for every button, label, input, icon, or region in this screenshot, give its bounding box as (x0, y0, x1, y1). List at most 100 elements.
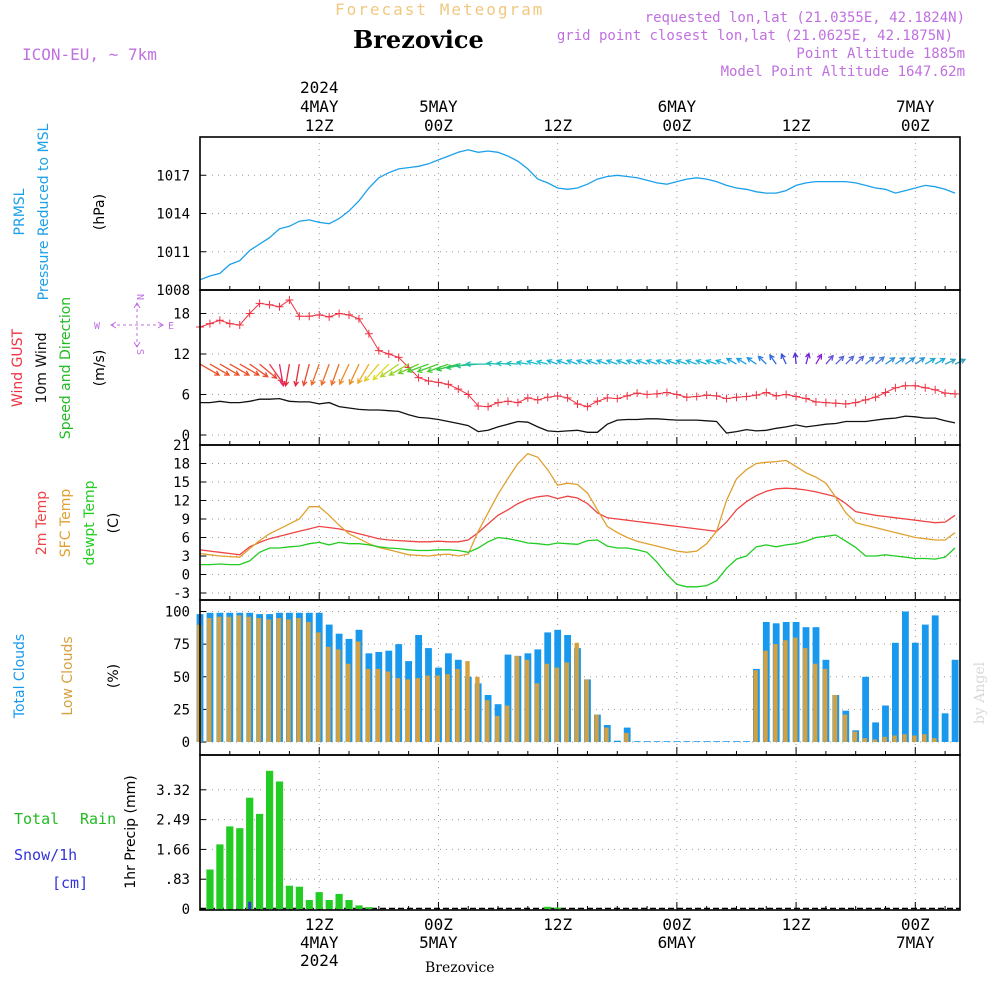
top-axis-label: 4MAY (300, 97, 339, 116)
top-axis-label: 12Z (543, 116, 572, 135)
gust-marker (484, 402, 493, 411)
total-cloud-bar (653, 741, 661, 742)
gust-marker (762, 388, 771, 397)
wind-direction-arrow (357, 363, 370, 385)
top-axis-label: 12Z (305, 116, 334, 135)
low-cloud-bar (425, 675, 430, 742)
low-cloud-bar (505, 705, 510, 742)
y-tick-label: 0 (182, 735, 190, 751)
total-cloud-bar (673, 741, 681, 742)
gust-marker (245, 309, 254, 318)
gust-marker (454, 385, 463, 394)
low-cloud-bar (892, 735, 897, 742)
total-cloud-bar (921, 624, 929, 742)
wind-direction-arrow (301, 363, 310, 387)
low-cloud-bar (435, 675, 440, 742)
wind-unit: (m/s) (92, 350, 108, 387)
top-axis-label: 00Z (901, 116, 930, 135)
gust-marker (672, 390, 681, 399)
gust-marker (275, 302, 284, 311)
low-cloud-bar (822, 668, 828, 742)
wind-direction-arrow (714, 358, 727, 365)
total-cloud-bar (733, 741, 740, 742)
wind-direction-arrow (515, 359, 528, 366)
rain-label: Rain (80, 810, 116, 828)
total-cloud-bar (931, 615, 939, 742)
wind-direction-arrow (495, 360, 509, 367)
gust-marker (901, 381, 910, 390)
total-cloud-bar (911, 642, 919, 742)
low-cloud-bar (226, 616, 232, 742)
gust-marker (205, 319, 214, 328)
pressure-panel: PRMSL Pressure Reduced to MSL (hPa) 1008… (12, 123, 961, 300)
gust-marker (841, 399, 850, 408)
wind-direction-arrow (905, 357, 916, 365)
wind-direction-arrow (685, 358, 697, 365)
wind-direction-arrow (464, 361, 489, 368)
gust-marker (503, 397, 512, 406)
gust-marker (911, 381, 920, 390)
point-altitude: Point Altitude 1885m (796, 46, 965, 62)
pressure-msl-label: Pressure Reduced to MSL (36, 123, 52, 300)
wind-direction-arrow (914, 357, 926, 365)
wind-direction-arrow (605, 358, 618, 365)
low-cloud-bar (763, 650, 768, 742)
y-tick-label: 12 (173, 494, 190, 510)
top-axis-label: 2024 (300, 78, 339, 97)
total-cloud-bar (504, 654, 512, 742)
wind-direction-arrow (348, 363, 360, 386)
wind-direction-arrow (259, 363, 278, 380)
low-cloud-bar (336, 649, 341, 742)
low-cloud-bar (395, 678, 401, 742)
low-cloud-bar (852, 731, 858, 742)
gust-marker (782, 390, 791, 399)
rain-bar (285, 885, 293, 909)
wind-direction-arrow (845, 355, 855, 365)
low-cloud-bar (356, 641, 361, 742)
top-axis-label: 7MAY (896, 97, 935, 116)
wind-direction-arrow (565, 358, 578, 365)
low-cloud-bar (455, 668, 460, 742)
y-tick-label: 2.49 (156, 813, 190, 829)
wind-direction-arrow (293, 363, 300, 388)
gust-marker (951, 389, 960, 398)
gust-marker (235, 320, 244, 329)
low-cloud-bar (862, 738, 867, 742)
rain-bar (256, 813, 264, 909)
model-label: ICON-EU, ~ 7km (22, 45, 157, 64)
total-cloud-bar (892, 642, 899, 742)
gust-marker (494, 398, 503, 407)
total-cloud-bar (723, 741, 730, 742)
gust-marker (623, 391, 632, 400)
low-cloud-bar (912, 735, 917, 742)
low-cloud-bar (882, 736, 887, 742)
wind-direction-arrow (199, 363, 221, 376)
y-tick-label: 12 (173, 347, 190, 363)
y-tick-label: 0 (182, 902, 190, 918)
wind-direction-arrow (363, 363, 380, 383)
snow-label: Snow/1h (14, 846, 77, 864)
total-cloud-bar (633, 741, 641, 742)
wind-direction-arrow (535, 359, 548, 366)
low-cloud-bar (365, 668, 371, 742)
low-cloud-bar (256, 618, 261, 742)
gust-marker (364, 329, 373, 338)
gust-marker (305, 312, 314, 321)
total-cloud-bar (882, 705, 889, 742)
wind-direction-arrow (283, 363, 291, 388)
compass-west: W (94, 321, 101, 332)
gust-marker (523, 393, 532, 402)
gust-marker (424, 377, 433, 385)
wind-direction-arrow (625, 358, 638, 365)
wind-direction-arrow (330, 363, 340, 387)
gust-marker (513, 398, 522, 407)
total-cloud-bar (713, 741, 720, 742)
gust-marker (354, 314, 363, 323)
bottom-axis-label: 00Z (901, 915, 930, 934)
wind-direction-arrow (665, 358, 678, 365)
wind-direction-arrow (885, 357, 896, 365)
wind-gust-label: Wind GUST (10, 328, 26, 407)
y-tick-label: 1011 (156, 245, 190, 261)
wind-direction-arrow (209, 363, 231, 376)
